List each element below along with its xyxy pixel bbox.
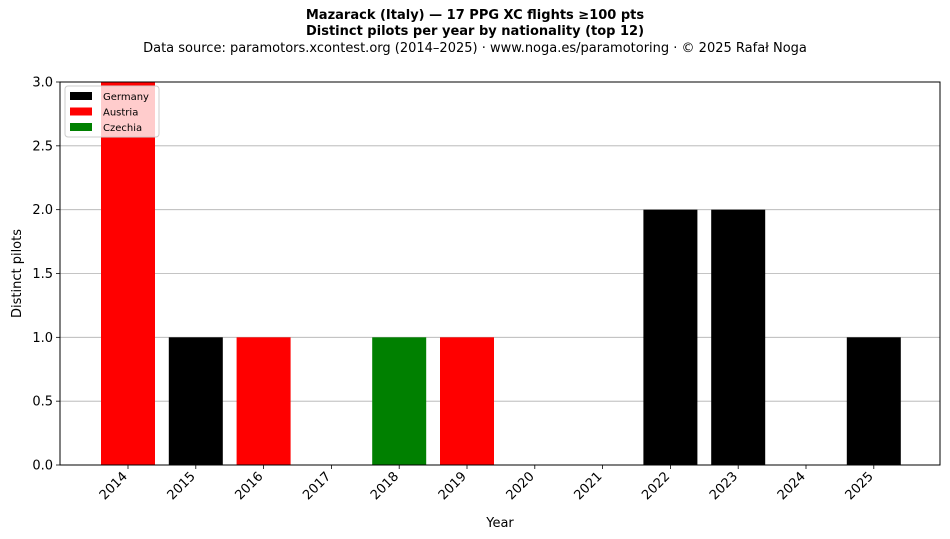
x-tick-label: 2015 <box>165 469 199 503</box>
legend-swatch-austria <box>70 107 92 116</box>
chart-title: Mazarack (Italy) — 17 PPG XC flights ≥10… <box>305 8 645 23</box>
y-axis-label: Distinct pilots <box>10 229 25 318</box>
bar-germany-2022 <box>643 209 698 465</box>
bar-austria-2016 <box>236 337 291 465</box>
bar-czechia-2018 <box>372 337 427 465</box>
x-axis: 2014 2015 2016 2017 2018 2019 2020 2021 2022 2023… <box>97 465 877 503</box>
bar-germany-2015 <box>168 337 223 465</box>
y-tick-label: 0.0 <box>32 459 53 474</box>
bars <box>101 82 901 465</box>
legend-swatch-germany <box>70 92 92 100</box>
x-tick-label: 2014 <box>97 469 131 503</box>
y-tick-label: 2.0 <box>32 203 53 218</box>
y-tick-label: 3.0 <box>32 76 53 91</box>
chart-subtitle: Distinct pilots per year by nationality … <box>305 24 645 39</box>
legend-label-germany: Germany <box>103 92 149 103</box>
x-tick-label: 2022 <box>639 469 673 503</box>
y-tick-label: 2.5 <box>32 139 53 154</box>
legend: Germany Austria Czechia <box>64 85 160 138</box>
x-tick-label: 2025 <box>843 469 877 503</box>
bar-germany-2025 <box>846 337 901 465</box>
y-tick-label: 1.0 <box>32 331 53 346</box>
x-tick-label: 2018 <box>368 469 402 503</box>
x-tick-label: 2023 <box>707 469 741 503</box>
bar-germany-2023 <box>711 209 766 465</box>
y-tick-label: 1.5 <box>32 267 53 282</box>
bar-austria-2014 <box>101 82 155 465</box>
chart-header: Mazarack (Italy) — 17 PPG XC flights ≥10… <box>0 8 950 57</box>
legend-label-czechia: Czechia <box>103 123 142 134</box>
x-axis-label: Year <box>485 516 514 531</box>
x-tick-label: 2017 <box>300 469 334 503</box>
x-tick-label: 2020 <box>504 469 538 503</box>
x-tick-label: 2016 <box>232 469 266 503</box>
x-tick-label: 2021 <box>571 469 605 503</box>
y-tick-label: 0.5 <box>32 395 53 410</box>
legend-label-austria: Austria <box>103 108 138 119</box>
x-tick-label: 2024 <box>775 469 809 503</box>
x-tick-label: 2019 <box>436 469 470 503</box>
legend-swatch-czechia <box>70 123 92 131</box>
chart-source: Data source: paramotors.xcontest.org (20… <box>143 41 807 56</box>
y-axis: 0.0 0.5 1.0 1.5 2.0 2.5 3.0 <box>32 76 60 474</box>
bar-austria-2019 <box>440 337 494 465</box>
